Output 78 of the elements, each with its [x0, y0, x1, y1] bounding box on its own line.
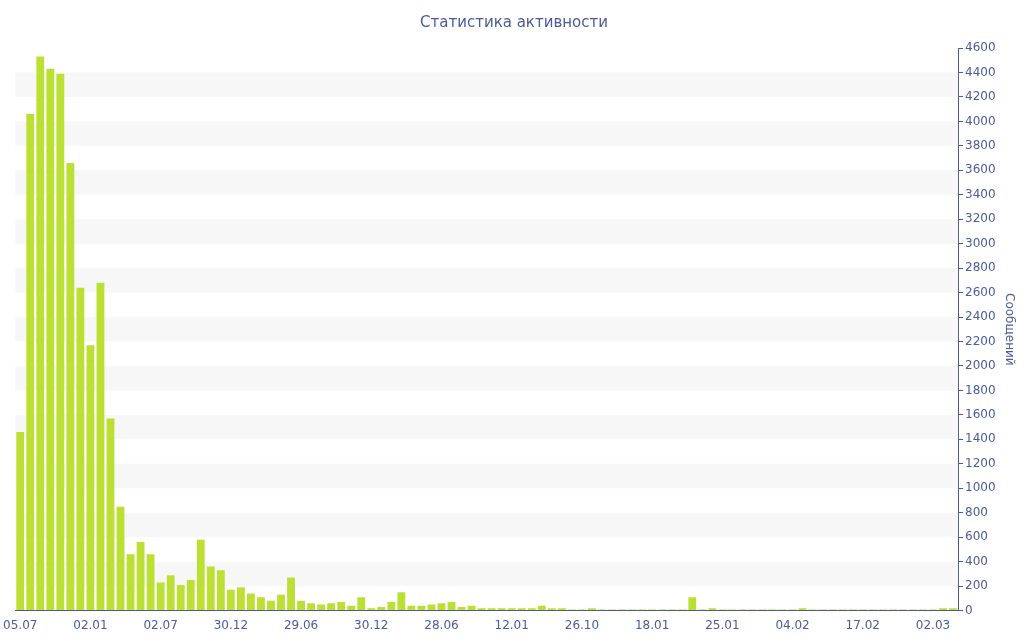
- bar: [66, 162, 75, 611]
- bar: [347, 605, 356, 611]
- y-tick-label: 3600: [965, 162, 996, 177]
- y-tick-label: 2000: [965, 358, 996, 373]
- bar: [377, 606, 386, 611]
- bar: [397, 592, 406, 611]
- y-tick-label: 3200: [965, 211, 996, 226]
- bar: [56, 73, 65, 611]
- x-tick-label: 02.07: [143, 617, 178, 632]
- x-tick-label: 17.02: [845, 617, 880, 632]
- bar: [46, 68, 55, 611]
- y-tick-label: 1000: [965, 480, 996, 495]
- chart-title: Статистика активности: [420, 12, 608, 31]
- bar: [287, 577, 295, 611]
- x-tick-label: 02.03: [915, 617, 951, 632]
- bar: [247, 593, 255, 611]
- y-tick-label: 4400: [965, 64, 996, 79]
- x-tick-label: 05.07: [3, 617, 38, 632]
- y-tick-label: 0: [965, 602, 973, 617]
- y-tick-label: 2800: [965, 260, 996, 275]
- y-tick-label: 3000: [965, 235, 996, 250]
- bar: [166, 575, 175, 611]
- bar: [437, 603, 446, 611]
- y-tick-label: 600: [965, 529, 988, 544]
- bar: [267, 600, 275, 611]
- bar: [537, 605, 546, 611]
- bar: [357, 597, 366, 611]
- x-tick-label: 30.12: [213, 617, 249, 632]
- bar: [126, 554, 135, 611]
- y-tick-label: 1400: [965, 431, 996, 446]
- bar: [236, 587, 245, 611]
- y-tick-label: 1600: [965, 407, 996, 422]
- bar: [26, 114, 35, 611]
- bar: [16, 432, 25, 611]
- x-tick-label: 28.06: [424, 617, 459, 632]
- bar: [688, 597, 697, 611]
- x-tick-label: 12.01: [494, 617, 529, 632]
- bar: [156, 582, 165, 611]
- bar: [427, 604, 436, 611]
- x-tick-label: 25.01: [705, 617, 740, 632]
- x-tick-label: 30.12: [354, 617, 389, 632]
- y-tick-label: 3400: [965, 186, 996, 201]
- bar: [387, 602, 396, 611]
- y-tick-label: 3800: [965, 137, 996, 152]
- bar: [257, 597, 265, 611]
- bar: [327, 603, 336, 611]
- y-tick-label: 2400: [965, 309, 996, 324]
- y-tick-label: 1800: [965, 382, 996, 397]
- bar: [186, 580, 195, 611]
- y-tick-label: 4200: [965, 89, 996, 104]
- bar: [146, 554, 155, 611]
- bar: [317, 604, 326, 611]
- y-tick-label: 800: [965, 504, 988, 519]
- bar: [226, 589, 235, 611]
- bar: [297, 600, 305, 611]
- y-tick-label: 400: [965, 553, 988, 568]
- x-tick-label: 04.02: [775, 617, 810, 632]
- bar: [36, 56, 45, 611]
- x-tick-label: 02.01: [73, 617, 108, 632]
- bar: [196, 539, 205, 611]
- y-tick-label: 2600: [965, 284, 996, 299]
- y-tick-label: 4000: [965, 113, 996, 128]
- bar: [216, 570, 225, 611]
- bar: [76, 287, 85, 611]
- bar: [337, 602, 346, 611]
- y-tick-label: 200: [965, 578, 988, 593]
- y-axis-title: Сообщений: [1002, 293, 1017, 366]
- bar: [176, 584, 185, 611]
- bar: [407, 605, 416, 611]
- y-tick-label: 2200: [965, 333, 996, 348]
- x-tick-label: 26.10: [564, 617, 600, 632]
- x-tick-label: 18.01: [634, 617, 670, 632]
- bar: [307, 603, 316, 611]
- bar: [277, 594, 285, 611]
- y-tick-label: 1200: [965, 455, 996, 470]
- bar: [206, 566, 215, 611]
- x-tick-label: 29.06: [283, 617, 319, 632]
- y-tick-label: 4600: [965, 40, 996, 55]
